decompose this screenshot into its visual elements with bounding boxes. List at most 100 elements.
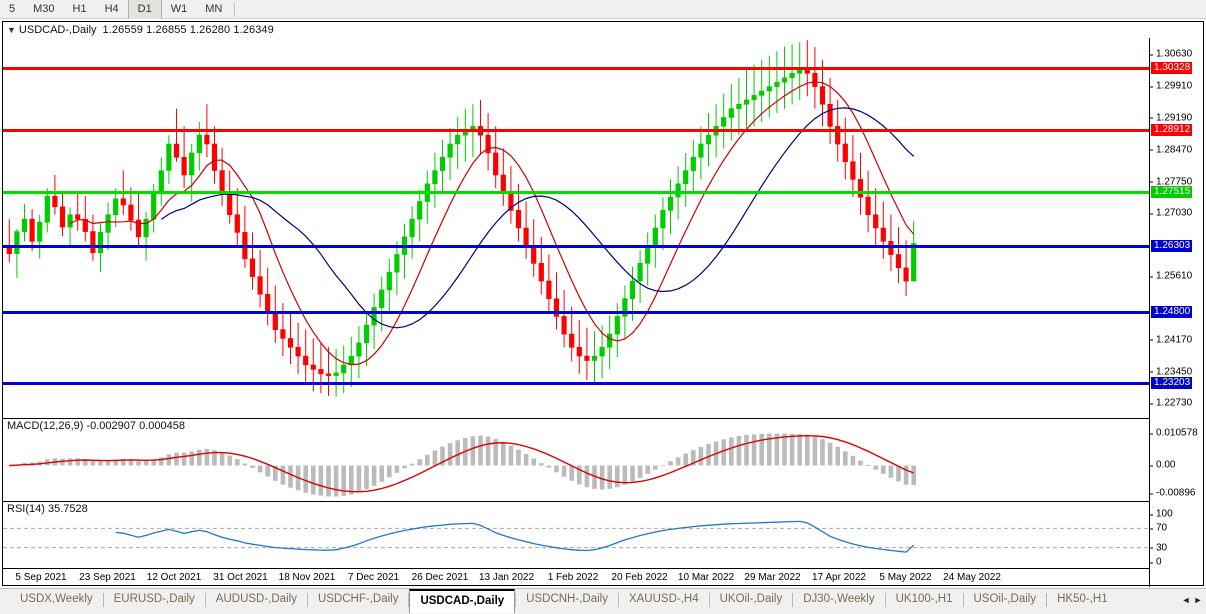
rsi-pane-separator [3, 501, 1149, 502]
level-label-1.27515[interactable]: 1.27515 [1151, 185, 1193, 198]
date-label: 1 Feb 2022 [547, 572, 599, 583]
symbol-tab-audusd[interactable]: AUDUSD-,Daily [215, 593, 297, 605]
date-label: 17 Apr 2022 [812, 572, 866, 583]
level-label-1.28912[interactable]: 1.28912 [1151, 124, 1193, 137]
price-plot-area[interactable] [3, 38, 1149, 418]
macd-pane-separator [3, 418, 1149, 419]
level-line-1.24800[interactable] [3, 310, 1149, 314]
date-label: 24 May 2022 [943, 572, 1001, 583]
tab-divider [884, 593, 886, 607]
timeframe-mn[interactable]: MN [205, 2, 223, 15]
tab-divider [306, 593, 308, 607]
date-label: 31 Oct 2021 [213, 572, 268, 583]
timeframe-d1[interactable]: D1 [127, 0, 162, 19]
symbol-tab-usdcad[interactable]: USDCAD-,Daily [409, 589, 516, 613]
chart-header: ▼ USDCAD-,Daily 1.26559 1.26855 1.26280 1.… [3, 22, 1203, 38]
chart-ohlc-values: 1.26559 1.26855 1.26280 1.26349 [102, 24, 274, 36]
level-label-1.26303[interactable]: 1.26303 [1151, 239, 1193, 252]
date-label: 5 May 2022 [879, 572, 932, 583]
collapse-triangle-icon[interactable]: ▼ [7, 25, 16, 35]
price-tick: 1.27030 [1150, 208, 1192, 219]
level-line-1.28912[interactable] [3, 129, 1149, 133]
tab-divider [102, 593, 104, 607]
timeframe-w1[interactable]: W1 [170, 2, 188, 15]
tab-divider [204, 593, 206, 607]
level-line-1.27515[interactable] [3, 190, 1149, 194]
chart-symbol-label: USDCAD-,Daily [18, 24, 97, 36]
level-line-1.30328[interactable] [3, 66, 1149, 70]
price-tick: 1.24170 [1150, 334, 1192, 345]
tab-divider [792, 593, 794, 607]
tab-divider [617, 593, 619, 607]
timeframe-h1[interactable]: H1 [72, 2, 87, 15]
symbol-tab-usdchf[interactable]: USDCHF-,Daily [317, 593, 399, 605]
price-tick: 1.22730 [1150, 398, 1192, 409]
date-label: 13 Jan 2022 [478, 572, 535, 583]
scroll-right-icon[interactable]: ► [1193, 595, 1203, 605]
macd-scale: 0.010578 0.00 -0.00896 [1150, 419, 1204, 501]
level-label-1.24800[interactable]: 1.24800 [1151, 305, 1193, 318]
macd-indicator-pane[interactable]: MACD(12,26,9) -0.002907 0.000458 [3, 419, 1149, 501]
price-tick: 1.29190 [1150, 112, 1192, 123]
date-label: 29 Mar 2022 [744, 572, 801, 583]
symbol-tab-dj30[interactable]: DJ30-,Weekly [803, 593, 875, 605]
symbol-tab-usoil[interactable]: USOil-,Daily [973, 593, 1037, 605]
symbol-tab-uk100[interactable]: UK100-,H1 [895, 593, 953, 605]
symbol-tab-usdx[interactable]: USDX,Weekly [20, 593, 93, 605]
macd-canvas [7, 433, 916, 497]
tab-divider [1046, 593, 1048, 607]
rsi-tick: 70 [1150, 523, 1167, 534]
rsi-canvas [3, 520, 1149, 553]
rsi-tick: 100 [1150, 509, 1173, 520]
scroll-left-icon[interactable]: ◄ [1181, 595, 1191, 605]
macd-title: MACD(12,26,9) -0.002907 0.000458 [7, 420, 185, 432]
date-label: 26 Dec 2021 [411, 572, 469, 583]
price-tick: 1.23450 [1150, 366, 1192, 377]
price-scale[interactable]: 1.30630 1.29910 1.29190 1.28470 1.27750 1.270… [1150, 38, 1204, 418]
timeframe-list: 5 M30 H1 H4 D1 W1 MN [0, 0, 231, 19]
level-line-1.23203[interactable] [3, 381, 1149, 385]
symbol-tab-ukoil[interactable]: UKOil-,Daily [719, 593, 783, 605]
candlestick-canvas [6, 40, 917, 397]
price-tick: 1.25610 [1150, 271, 1192, 282]
price-tick: 1.29910 [1150, 81, 1192, 92]
timeframe-5[interactable]: 5 [9, 2, 16, 15]
tab-divider [515, 593, 517, 607]
date-label: 10 Mar 2022 [677, 572, 735, 583]
tab-divider [962, 593, 964, 607]
symbol-tab-bar: USDX,Weekly EURUSD-,Daily AUDUSD-,Daily USD… [0, 588, 1206, 614]
symbol-tab-list: USDX,Weekly EURUSD-,Daily AUDUSD-,Daily USD… [10, 589, 1118, 613]
tab-divider [408, 593, 410, 607]
macd-tick: -0.00896 [1150, 488, 1195, 499]
tab-scroll-controls[interactable]: ◄ ► [1180, 591, 1204, 609]
rsi-title: RSI(14) 35.7528 [7, 503, 88, 515]
date-label: 20 Feb 2022 [611, 572, 668, 583]
symbol-tab-xauusd[interactable]: XAUUSD-,H4 [628, 593, 699, 605]
chart-frame: ▼ USDCAD-,Daily 1.26559 1.26855 1.26280 1.… [2, 21, 1204, 587]
rsi-tick: 0 [1150, 557, 1162, 568]
rsi-scale: 100 70 30 0 [1150, 502, 1204, 568]
level-label-1.23203[interactable]: 1.23203 [1151, 376, 1193, 389]
rsi-tick: 30 [1150, 542, 1167, 553]
rsi-indicator-pane[interactable]: RSI(14) 35.7528 [3, 502, 1149, 568]
symbol-tab-hk50[interactable]: HK50-,H1 [1057, 593, 1108, 605]
date-label: 18 Nov 2021 [278, 572, 336, 583]
macd-tick: 0.010578 [1150, 428, 1198, 439]
toolbar-divider [234, 1, 236, 17]
price-tick: 1.28470 [1150, 144, 1192, 155]
date-label: 7 Dec 2021 [347, 572, 400, 583]
timeframe-toolbar: 5 M30 H1 H4 D1 W1 MN [0, 0, 1206, 19]
macd-tick: 0.00 [1150, 460, 1175, 471]
symbol-tab-eurusd[interactable]: EURUSD-,Daily [113, 593, 195, 605]
level-label-1.30328[interactable]: 1.30328 [1151, 61, 1193, 74]
date-axis[interactable]: 5 Sep 2021 23 Sep 2021 12 Oct 2021 31 Oct 2… [3, 568, 1149, 586]
symbol-tab-usdcnh[interactable]: USDCNH-,Daily [526, 593, 608, 605]
date-label: 23 Sep 2021 [79, 572, 136, 583]
price-tick: 1.30630 [1150, 49, 1192, 60]
price-tick: 1.27750 [1150, 176, 1192, 187]
tab-divider [708, 593, 710, 607]
timeframe-h4[interactable]: H4 [104, 2, 119, 15]
timeframe-m30[interactable]: M30 [33, 2, 55, 15]
level-line-1.26303[interactable] [3, 244, 1149, 248]
